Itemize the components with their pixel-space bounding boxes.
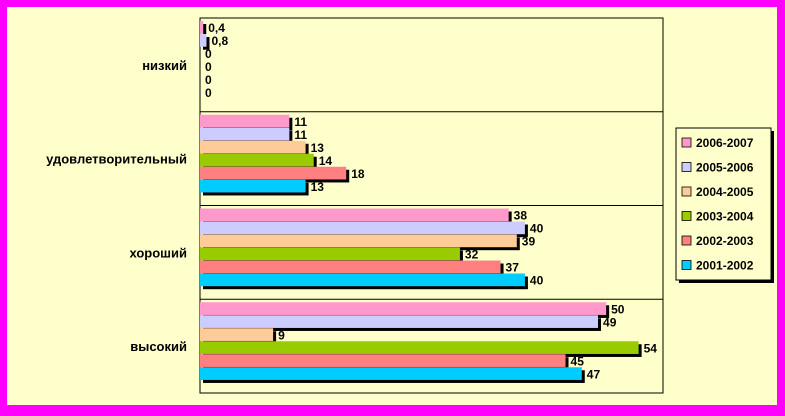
data-label: 40	[530, 222, 544, 236]
category-label: высокий	[130, 339, 187, 354]
bar	[200, 153, 314, 167]
bar-shadow	[203, 24, 207, 37]
legend-swatch	[681, 186, 692, 197]
bar	[200, 273, 525, 287]
data-label: 18	[351, 167, 365, 181]
bar	[200, 208, 509, 222]
data-label: 40	[530, 274, 544, 288]
legend-label: 2001-2002	[696, 259, 754, 273]
category-label: удовлетворительный	[46, 152, 187, 167]
bar	[200, 328, 274, 341]
data-label: 54	[644, 341, 658, 355]
data-label: 45	[571, 354, 585, 368]
data-label: 50	[611, 302, 625, 316]
data-label: 11	[294, 128, 307, 142]
legend-swatch	[681, 260, 692, 270]
category-label: хороший	[129, 245, 187, 260]
data-label: 0	[205, 86, 212, 100]
bar	[200, 140, 306, 154]
bar	[200, 354, 566, 367]
bar	[200, 114, 290, 128]
legend-label: 2004-2005	[696, 185, 754, 199]
legend-swatch	[681, 211, 692, 221]
data-label: 49	[603, 315, 617, 329]
legend-swatch	[681, 137, 692, 148]
data-label: 11	[294, 115, 307, 129]
data-label: 0	[205, 47, 212, 61]
data-label: 38	[514, 209, 528, 223]
legend-label: 2003-2004	[696, 210, 754, 224]
bar	[200, 21, 204, 34]
legend-label: 2006-2007	[696, 136, 754, 150]
bar	[200, 221, 525, 235]
data-label: 37	[506, 261, 520, 275]
bar	[200, 34, 207, 47]
data-label: 14	[319, 154, 333, 168]
category-label: низкий	[142, 58, 187, 73]
data-label: 47	[587, 367, 601, 381]
bar	[200, 302, 607, 315]
legend-label: 2005-2006	[696, 161, 754, 175]
data-label: 32	[465, 248, 479, 262]
legend-swatch	[681, 235, 692, 246]
data-label: 9	[278, 328, 285, 342]
bar	[200, 166, 347, 180]
legend	[675, 127, 772, 281]
bar	[200, 234, 517, 248]
bar	[200, 315, 599, 328]
legend-swatch	[681, 162, 692, 172]
data-label: 0	[205, 60, 212, 74]
bar	[200, 341, 639, 354]
data-label: 13	[311, 141, 325, 155]
data-label: 0,8	[211, 34, 228, 48]
data-label: 39	[522, 235, 536, 249]
data-label: 13	[311, 180, 325, 194]
bar	[200, 260, 501, 274]
bar	[200, 127, 290, 141]
data-label: 0,4	[208, 21, 225, 35]
bar	[200, 367, 582, 380]
data-label: 0	[205, 73, 212, 87]
bar	[200, 247, 460, 261]
legend-label: 2002-2003	[696, 234, 754, 248]
bar	[200, 179, 306, 193]
